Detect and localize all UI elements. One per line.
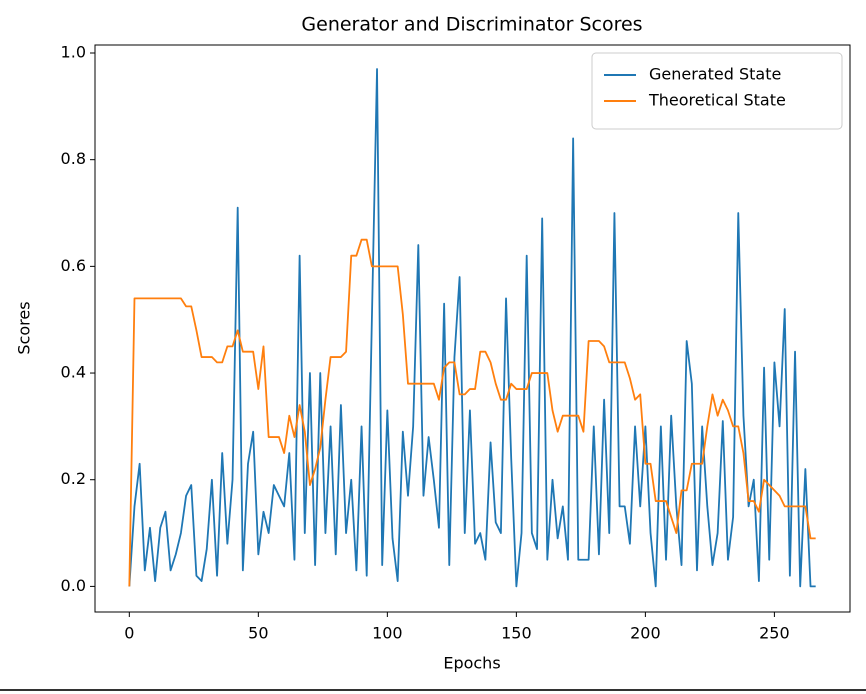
x-tick-label: 150 xyxy=(501,624,532,643)
y-tick-label: 0.4 xyxy=(61,363,86,382)
legend-label: Generated State xyxy=(649,65,781,84)
y-tick-label: 1.0 xyxy=(61,43,86,62)
x-tick-label: 250 xyxy=(759,624,790,643)
y-tick-label: 0.6 xyxy=(61,256,86,275)
x-tick-label: 200 xyxy=(630,624,661,643)
x-tick-label: 100 xyxy=(372,624,403,643)
y-tick-label: 0.0 xyxy=(61,576,86,595)
y-tick-label: 0.8 xyxy=(61,149,86,168)
data-line xyxy=(128,68,816,588)
chart-title: Generator and Discriminator Scores xyxy=(301,14,642,36)
x-tick-label: 0 xyxy=(124,624,134,643)
legend-label: Theoretical State xyxy=(648,91,786,110)
legend-box xyxy=(591,52,843,130)
plot-frame xyxy=(94,44,851,613)
y-tick-label: 0.2 xyxy=(61,469,86,488)
y-axis-label: Scores xyxy=(15,301,34,354)
x-tick-label: 50 xyxy=(248,624,268,643)
data-line xyxy=(128,238,816,587)
x-axis-label: Epochs xyxy=(443,654,500,673)
